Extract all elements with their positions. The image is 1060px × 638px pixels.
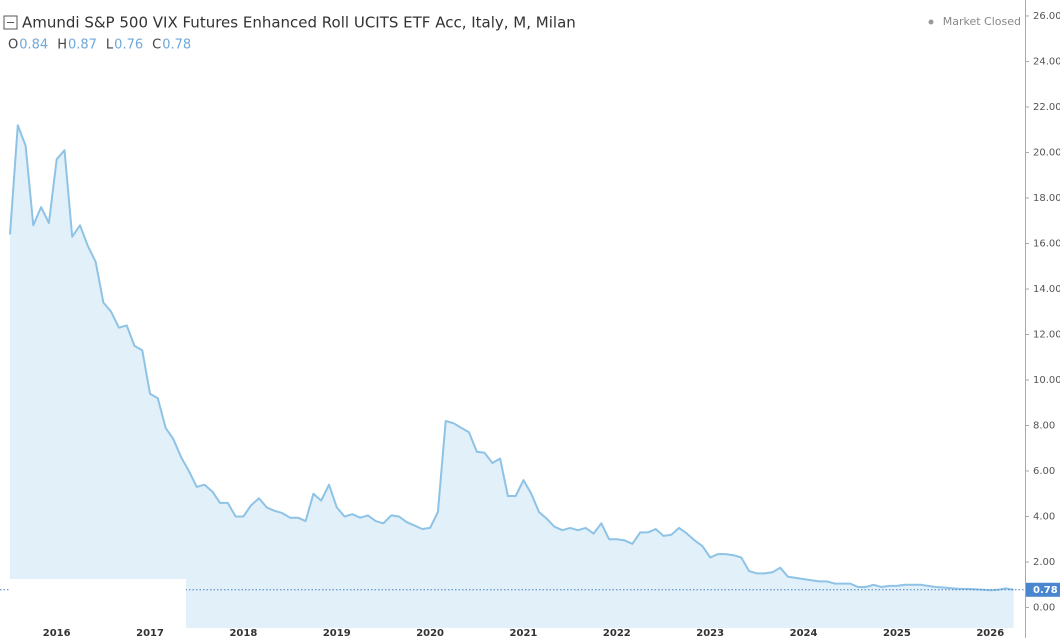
axes: 0.00 2.00 4.00 6.00 8.00 10.00 12.00 14.00 16.00… [43,11,1060,638]
x-tick-label: 2020 [416,628,444,638]
y-tick-label: 8.00 [1033,421,1055,432]
y-tick-label: 16.00 [1033,238,1060,249]
x-tick-label: 2022 [603,628,631,638]
y-tick-label: 2.00 [1033,557,1055,568]
y-tick-label: 18.00 [1033,193,1060,204]
x-tick-label: 2026 [976,628,1004,638]
blank-patch [10,579,186,638]
ohlc-value: 0.78 [162,38,191,53]
x-tick-label: 2016 [43,628,71,638]
x-tick-label: 2018 [229,628,257,638]
last-price-box [1026,582,1060,597]
x-tick-label: 2025 [883,628,911,638]
x-tick-label: 2017 [136,628,164,638]
y-tick-label: 6.00 [1033,466,1055,477]
plot [0,124,1025,628]
ohlc-value: 0.76 [114,38,143,53]
x-tick-label: 2023 [696,628,724,638]
y-tick-label: 0.00 [1033,603,1055,614]
chart-title: Amundi S&P 500 VIX Futures Enhanced Roll… [22,14,576,32]
x-tick-label: 2021 [510,628,538,638]
y-tick-label: 10.00 [1033,375,1060,386]
last-price-label: 0.78 [1033,585,1058,596]
collapse-icon[interactable] [3,15,18,30]
x-tick-label: 2019 [323,628,351,638]
ohlc-value: 0.87 [68,38,97,53]
ohlc-key: L [106,38,114,53]
ohlc-value: 0.84 [19,38,48,53]
y-tick-label: 14.00 [1033,284,1060,295]
y-tick-label: 20.00 [1033,147,1060,158]
y-tick-label: 26.00 [1033,11,1060,22]
ohlc-key: H [57,38,67,53]
price-line [9,124,1014,592]
status-dot [928,19,934,25]
area-fill [10,125,1014,628]
y-tick-label: 12.00 [1033,329,1060,340]
x-tick-label: 2024 [790,628,818,638]
ohlc-legend: O 0.84 H 0.87 L 0.76 C 0.78 [8,38,191,53]
y-tick-label: 4.00 [1033,512,1055,523]
market-status: Market Closed [943,15,1021,28]
ohlc-key: C [152,38,161,53]
y-tick-label: 22.00 [1033,102,1060,113]
ohlc-key: O [8,38,18,53]
y-tick-label: 24.00 [1033,56,1060,67]
